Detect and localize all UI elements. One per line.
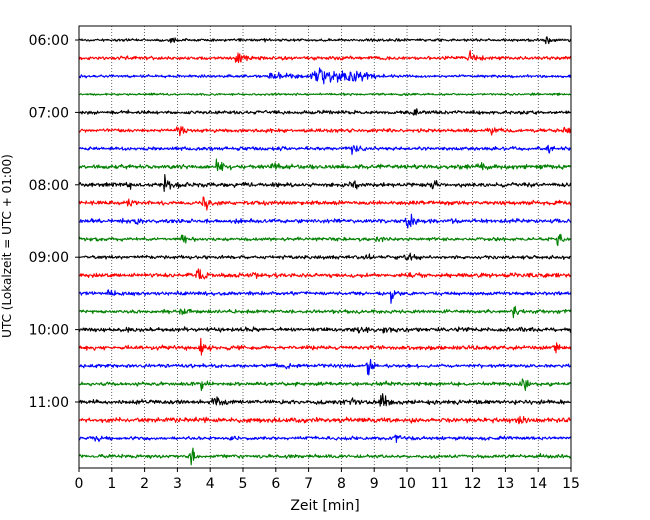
y-tick-label: 07:00: [29, 105, 69, 121]
trace-1015: [78, 337, 572, 356]
trace-1030: [78, 358, 572, 376]
trace-0745: [78, 158, 572, 172]
x-tick-label: 9: [370, 476, 379, 492]
trace-0815: [78, 196, 572, 211]
x-tick-label: 5: [239, 476, 248, 492]
y-axis-label: UTC (Lokalzeit = UTC + 01:00): [0, 154, 14, 338]
trace-1115: [78, 415, 572, 425]
y-tick-label: 09:00: [29, 250, 69, 266]
y-axis-ticks: 06:00 07:00 08:00 09:00 10:00 11:00: [29, 33, 79, 411]
x-tick-label: 13: [496, 476, 514, 492]
seismogram-traces: [78, 36, 572, 466]
plot-frame: [78, 25, 572, 469]
x-tick-label: 14: [529, 476, 547, 492]
trace-0600: [78, 36, 572, 45]
trace-0615: [78, 50, 572, 64]
y-tick-label: 10:00: [29, 323, 69, 339]
x-tick-label: 8: [337, 476, 346, 492]
y-tick-label: 06:00: [29, 33, 69, 49]
x-tick-label: 10: [398, 476, 416, 492]
trace-0715: [78, 125, 572, 137]
x-tick-label: 15: [562, 476, 580, 492]
y-tick-label: 11:00: [29, 395, 69, 411]
trace-0930: [78, 289, 572, 304]
trace-1145: [78, 447, 572, 466]
trace-0900: [78, 252, 572, 261]
y-tick-label: 08:00: [29, 178, 69, 194]
x-tick-label: 11: [431, 476, 449, 492]
trace-0700: [78, 108, 572, 116]
x-tick-label: 7: [304, 476, 313, 492]
trace-0645: [78, 92, 572, 97]
trace-1045: [78, 378, 572, 392]
trace-0630: [78, 67, 572, 85]
x-tick-label: 12: [464, 476, 482, 492]
trace-0730: [78, 144, 572, 155]
x-tick-label: 0: [75, 476, 84, 492]
trace-1000: [78, 326, 572, 334]
x-tick-label: 3: [173, 476, 182, 492]
trace-0845: [78, 233, 572, 247]
trace-0830: [78, 213, 572, 229]
x-tick-label: 6: [271, 476, 280, 492]
x-tick-label: 4: [206, 476, 215, 492]
x-axis-ticks: 0 1 2 3 4 5 6 7 8 9 10 11 12 13 14 15: [75, 468, 580, 492]
x-axis-label: Zeit [min]: [290, 498, 359, 514]
trace-1130: [78, 434, 572, 443]
trace-0915: [78, 268, 572, 280]
trace-0800: [78, 174, 572, 192]
x-tick-label: 1: [107, 476, 116, 492]
trace-1100: [78, 393, 572, 407]
x-tick-label: 2: [140, 476, 149, 492]
trace-0945: [78, 305, 572, 319]
